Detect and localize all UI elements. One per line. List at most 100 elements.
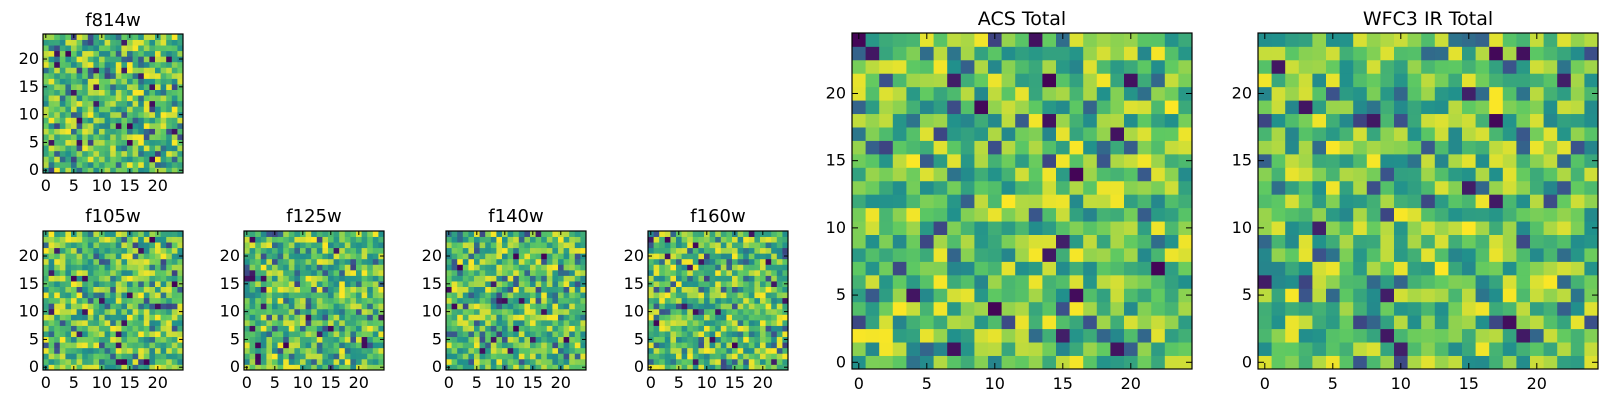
heatmap-cell bbox=[1001, 274, 1016, 289]
heatmap-cell bbox=[1475, 221, 1490, 235]
heatmap-cell bbox=[1258, 355, 1272, 370]
heatmap-cell bbox=[879, 288, 894, 303]
heatmap-cell bbox=[1151, 86, 1166, 101]
heatmap-cell bbox=[110, 100, 117, 107]
heatmap-cell bbox=[104, 117, 111, 124]
heatmap-cell bbox=[266, 331, 273, 338]
heatmap-cell bbox=[513, 231, 520, 237]
heatmap-cell bbox=[110, 242, 117, 249]
heatmap-cell bbox=[294, 253, 301, 260]
heatmap-cell bbox=[344, 231, 351, 237]
heatmap-cell bbox=[974, 248, 989, 262]
heatmap-cell bbox=[988, 328, 1002, 343]
heatmap-cell bbox=[1543, 180, 1558, 195]
heatmap-cell bbox=[760, 242, 766, 249]
heatmap-cell bbox=[322, 242, 329, 249]
heatmap-cell bbox=[732, 253, 738, 260]
heatmap-cell bbox=[1448, 234, 1463, 249]
heatmap-cell bbox=[771, 231, 778, 237]
heatmap-cell bbox=[681, 331, 688, 338]
heatmap-cell bbox=[143, 297, 150, 304]
heatmap-cell bbox=[71, 122, 77, 129]
heatmap-cell bbox=[704, 236, 710, 243]
heatmap-cell bbox=[316, 336, 323, 343]
heatmap-cell bbox=[715, 358, 722, 365]
heatmap-cell bbox=[1448, 100, 1463, 115]
heatmap-cell bbox=[110, 39, 117, 46]
heatmap-cell bbox=[698, 275, 705, 282]
heatmap-cell bbox=[676, 342, 682, 349]
heatmap-cell bbox=[732, 336, 738, 343]
heatmap-cell bbox=[132, 358, 139, 365]
heatmap-cell bbox=[260, 314, 267, 321]
heatmap-cell bbox=[316, 358, 323, 365]
heatmap-cell bbox=[1543, 274, 1558, 289]
heatmap-cell bbox=[1502, 59, 1517, 74]
heatmap-cell bbox=[569, 364, 576, 371]
heatmap-cell bbox=[933, 127, 948, 141]
heatmap-cell bbox=[535, 308, 542, 315]
heatmap-cell bbox=[71, 319, 77, 326]
heatmap-cell bbox=[277, 264, 284, 271]
heatmap-cell bbox=[65, 364, 72, 371]
heatmap-cell bbox=[328, 275, 334, 282]
heatmap-cell bbox=[300, 308, 306, 315]
heatmap-cell bbox=[43, 275, 49, 282]
heatmap-cell bbox=[1366, 207, 1381, 222]
y-tick-label: 0 bbox=[29, 357, 39, 376]
heatmap-cell bbox=[569, 281, 576, 287]
heatmap-cell bbox=[65, 319, 72, 326]
heatmap-cell bbox=[1083, 73, 1098, 88]
heatmap-cell bbox=[546, 314, 553, 321]
heatmap-cell bbox=[524, 269, 531, 276]
heatmap-cell bbox=[177, 95, 184, 102]
heatmap-cell bbox=[748, 247, 755, 254]
heatmap-cell bbox=[659, 364, 666, 371]
heatmap-cell bbox=[121, 106, 128, 113]
heatmap-cell bbox=[1434, 59, 1449, 74]
heatmap-cell bbox=[87, 67, 94, 74]
heatmap-cell bbox=[1001, 100, 1016, 115]
heatmap-cell bbox=[446, 269, 452, 276]
heatmap-cell bbox=[149, 122, 156, 129]
heatmap-cell bbox=[648, 236, 654, 243]
heatmap-cell bbox=[754, 247, 761, 254]
x-tick-label: 20 bbox=[551, 373, 571, 392]
heatmap-cell bbox=[468, 314, 475, 321]
heatmap-cell bbox=[138, 292, 145, 299]
heatmap-cell bbox=[1584, 86, 1599, 101]
heatmap-cell bbox=[311, 347, 318, 354]
heatmap-cell bbox=[160, 161, 167, 168]
heatmap-cell bbox=[93, 95, 100, 102]
heatmap-cell bbox=[1137, 113, 1152, 128]
heatmap-cell bbox=[294, 331, 301, 338]
heatmap-cell bbox=[920, 153, 934, 168]
heatmap-cell bbox=[1110, 342, 1125, 356]
heatmap-cell bbox=[479, 336, 486, 343]
heatmap-cell bbox=[132, 242, 139, 249]
heatmap-cell bbox=[1557, 342, 1572, 356]
heatmap-cell bbox=[974, 274, 989, 289]
heatmap-cell bbox=[48, 122, 55, 129]
heatmap-cell bbox=[76, 106, 83, 113]
heatmap-cell bbox=[776, 297, 783, 304]
heatmap-cell bbox=[132, 281, 139, 287]
heatmap-cell bbox=[1083, 274, 1098, 289]
heatmap-cell bbox=[676, 269, 682, 276]
heatmap-cell bbox=[300, 275, 306, 282]
heatmap-cell bbox=[490, 347, 497, 354]
heatmap-cell bbox=[709, 336, 716, 343]
heatmap-cell bbox=[115, 84, 122, 90]
heatmap-cell bbox=[171, 139, 178, 146]
heatmap-cell bbox=[1298, 207, 1313, 222]
heatmap-cell bbox=[468, 286, 475, 293]
heatmap-cell bbox=[1164, 342, 1179, 356]
heatmap-cell bbox=[485, 275, 492, 282]
heatmap-cell bbox=[1312, 221, 1327, 235]
heatmap-cell bbox=[1489, 261, 1504, 276]
heatmap-cell bbox=[1258, 261, 1272, 276]
heatmap-cell bbox=[1015, 248, 1030, 262]
heatmap-cell bbox=[367, 264, 374, 271]
heatmap-cell bbox=[132, 134, 139, 141]
